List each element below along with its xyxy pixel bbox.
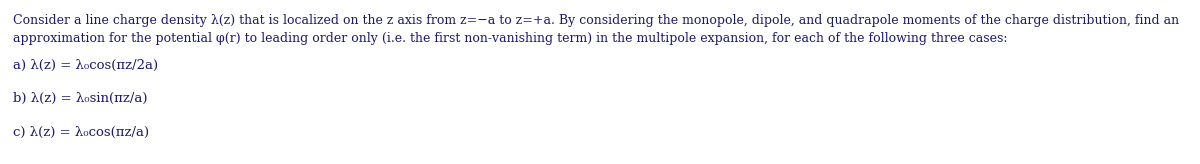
Text: approximation for the potential φ(r) to leading order only (i.e. the first non-v: approximation for the potential φ(r) to … bbox=[13, 32, 1008, 45]
Text: a) λ(z) = λ₀cos(πz/2a): a) λ(z) = λ₀cos(πz/2a) bbox=[13, 59, 158, 72]
Text: Consider a line charge density λ(z) that is localized on the z axis from z=−a to: Consider a line charge density λ(z) that… bbox=[13, 14, 1180, 27]
Text: b) λ(z) = λ₀sin(πz/a): b) λ(z) = λ₀sin(πz/a) bbox=[13, 92, 148, 105]
Text: c) λ(z) = λ₀cos(πz/a): c) λ(z) = λ₀cos(πz/a) bbox=[13, 126, 149, 139]
